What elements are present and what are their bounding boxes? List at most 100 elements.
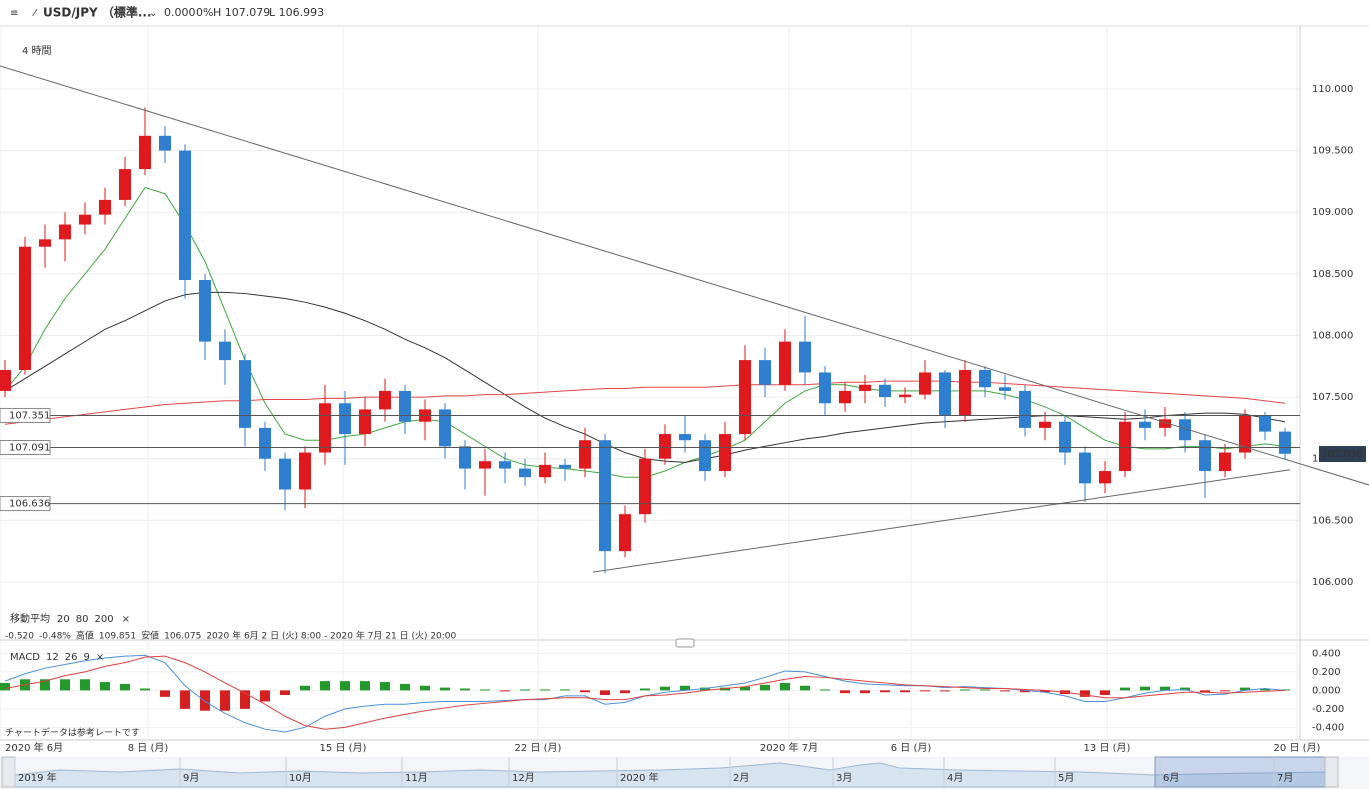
legend-close[interactable]: × xyxy=(96,652,104,663)
ma-legend-entry[interactable]: 20 xyxy=(57,614,70,625)
macd-histogram-bar xyxy=(760,684,770,691)
candle-body xyxy=(919,372,931,395)
y-tick-label: 109.500 xyxy=(1312,146,1353,157)
navigator-label: 4月 xyxy=(947,772,963,784)
candle-body xyxy=(819,372,831,404)
stat-change: -0.520 xyxy=(5,632,34,642)
macd-tick-label: -0.400 xyxy=(1312,722,1344,733)
macd-histogram-bar xyxy=(440,687,450,691)
macd-histogram-bar xyxy=(800,685,810,691)
level-label-box xyxy=(0,439,51,455)
candle-body xyxy=(79,214,91,225)
macd-tick-label: 0.000 xyxy=(1312,685,1341,696)
symbol[interactable]: USD/JPY （標準... xyxy=(43,5,152,20)
candle-body xyxy=(739,360,751,435)
candle-body xyxy=(619,514,631,552)
level-label: 106.636 xyxy=(9,499,50,510)
candle-body xyxy=(1119,421,1131,472)
stat-low: 106.075 xyxy=(164,632,201,642)
macd-histogram-bar xyxy=(660,686,670,691)
candle-body xyxy=(459,446,471,469)
macd-histogram-bar xyxy=(680,685,690,691)
y-tick-label: 107.500 xyxy=(1312,392,1353,403)
macd-histogram-bar xyxy=(1040,690,1050,693)
candle-body xyxy=(239,360,251,428)
macd-param: 9 xyxy=(83,652,89,663)
navigator-label: 5月 xyxy=(1058,772,1074,784)
navigator-right-handle[interactable] xyxy=(1324,756,1339,788)
macd-histogram-bar xyxy=(300,685,310,691)
candle-body xyxy=(599,440,611,552)
level-label: 107.091 xyxy=(9,442,50,453)
y-tick-label: 109.000 xyxy=(1312,207,1353,218)
candle-body xyxy=(479,461,491,469)
ma-legend-entry[interactable]: 80 xyxy=(76,614,89,625)
macd-histogram-bar xyxy=(160,690,170,697)
macd-histogram-bar xyxy=(1100,690,1110,695)
macd-histogram-bar xyxy=(620,690,630,694)
macd-tick-label: -0.200 xyxy=(1312,704,1344,715)
macd-histogram-bar xyxy=(580,690,590,693)
x-tick-label: 22 日 (月) xyxy=(515,742,562,754)
macd-histogram-bar xyxy=(220,690,230,711)
candle-body xyxy=(1139,421,1151,428)
candle-body xyxy=(59,224,71,240)
candle-body xyxy=(839,390,851,404)
candle-body xyxy=(799,341,811,373)
macd-histogram-bar xyxy=(40,679,50,691)
macd-histogram-bar xyxy=(1020,690,1030,693)
symbol-dropdown[interactable]: ⌄ xyxy=(149,8,157,19)
candle-body xyxy=(659,434,671,459)
stat-range: 2020 年 6月 2 日 (火) 8:00 - 2020 年 7月 21 日 … xyxy=(206,630,456,642)
toolbar xyxy=(0,0,1369,26)
macd-histogram-bar xyxy=(1240,687,1250,691)
trend-line[interactable] xyxy=(592,469,1291,573)
macd-title: MACD xyxy=(10,652,40,663)
candle-body xyxy=(179,150,191,281)
macd-histogram-bar xyxy=(380,682,390,691)
macd-histogram-bar xyxy=(320,681,330,691)
macd-histogram-bar xyxy=(120,683,130,691)
macd-param: 26 xyxy=(65,652,78,663)
legend-close[interactable]: × xyxy=(122,614,130,625)
candle-body xyxy=(379,390,391,410)
stat-change-pct: -0.48% xyxy=(39,632,71,642)
macd-line xyxy=(4,654,1286,733)
candle-body xyxy=(679,434,691,441)
macd-histogram-bar xyxy=(1140,686,1150,691)
navigator-selection[interactable] xyxy=(1154,756,1326,788)
level-label-box xyxy=(0,496,51,512)
macd-histogram-bar xyxy=(60,679,70,691)
navigator-label: 10月 xyxy=(289,772,312,784)
macd-histogram-bar xyxy=(860,690,870,694)
menu-icon[interactable]: ≡ xyxy=(10,8,18,19)
candle-body xyxy=(1059,421,1071,453)
macd-histogram-bar xyxy=(840,690,850,694)
macd-histogram-bar xyxy=(420,685,430,691)
macd-histogram-bar xyxy=(400,683,410,691)
macd-histogram-bar xyxy=(920,690,930,692)
y-tick-label: 106.000 xyxy=(1312,577,1353,588)
candle-body xyxy=(319,403,331,453)
draw-icon[interactable]: ⁄ xyxy=(32,8,38,19)
x-tick-label: 15 日 (月) xyxy=(320,742,367,754)
macd-histogram-bar xyxy=(0,682,10,691)
level-label-box xyxy=(0,407,51,423)
ma-legend-title: 移動平均 xyxy=(10,612,50,625)
macd-histogram-bar xyxy=(560,689,570,691)
navigator-left-handle[interactable] xyxy=(1,756,16,788)
macd-histogram-bar xyxy=(1000,690,1010,692)
candle-body xyxy=(579,440,591,469)
timeframe: 4 時間 xyxy=(22,45,52,57)
candle-body xyxy=(219,341,231,361)
macd-histogram-bar xyxy=(100,682,110,691)
moving-average xyxy=(4,380,1286,425)
candle-body xyxy=(1099,471,1111,484)
macd-histogram-bar xyxy=(540,689,550,691)
ma-legend-entry[interactable]: 200 xyxy=(94,614,113,625)
panel-resize-handle[interactable] xyxy=(675,638,695,648)
candle-body xyxy=(1239,415,1251,453)
y-tick-label: 106.500 xyxy=(1312,515,1353,526)
macd-tick-label: 0.400 xyxy=(1312,648,1341,659)
candle-body xyxy=(1019,390,1031,428)
